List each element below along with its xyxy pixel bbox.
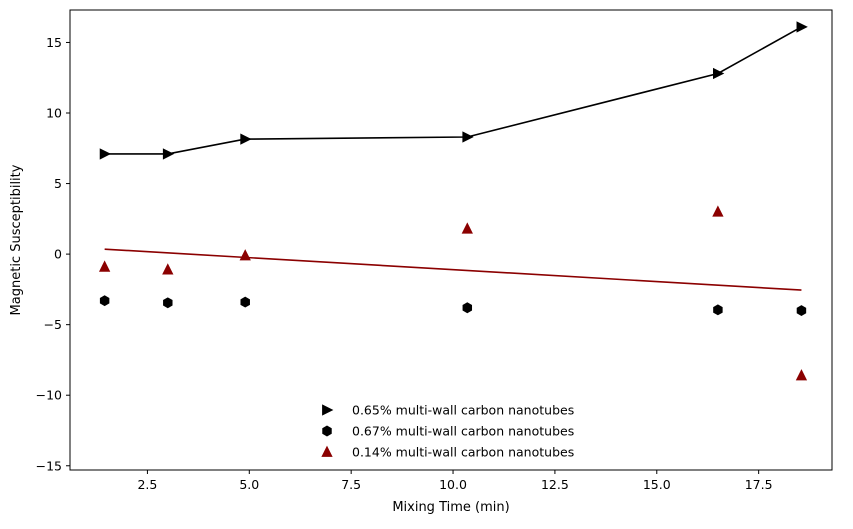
series-3: [98, 205, 808, 381]
series-2-point: [713, 304, 723, 316]
series-2-point: [99, 295, 110, 307]
series-1-point: [99, 148, 112, 160]
x-tick-label: 2.5: [137, 477, 157, 492]
series-2-point: [240, 296, 250, 308]
y-tick-label: −15: [36, 458, 62, 473]
legend-label-2: 0.67% multi-wall carbon nanotubes: [352, 424, 574, 439]
legend-label-1: 0.65% multi-wall carbon nanotubes: [352, 403, 574, 418]
series-2-point: [796, 305, 807, 317]
legend-marker-2: [322, 425, 332, 437]
series-2-point: [163, 297, 173, 309]
y-axis-ticks: −15 −10 −5 0 5 10 15: [36, 35, 70, 473]
x-tick-label: 7.5: [341, 477, 361, 492]
legend-label-3: 0.14% multi-wall carbon nanotubes: [352, 445, 574, 460]
series-1-line: [104, 26, 802, 155]
series-1-point: [162, 148, 175, 160]
series-1-point: [713, 67, 725, 80]
series-1-point: [796, 21, 808, 33]
legend: 0.65% multi-wall carbon nanotubes 0.67% m…: [321, 403, 574, 460]
series-3-point: [712, 205, 724, 217]
y-tick-label: 10: [46, 106, 62, 121]
x-axis-ticks: 2.5 5.0 7.5 10.0 12.5 15.0 17.5: [137, 470, 773, 492]
x-tick-label: 15.0: [643, 477, 671, 492]
series-2: [99, 295, 807, 317]
y-axis-label: Magnetic Susceptibility: [9, 164, 24, 315]
y-tick-label: −10: [36, 388, 62, 403]
x-tick-label: 5.0: [239, 477, 259, 492]
x-tick-label: 12.5: [541, 477, 569, 492]
series-3-point: [461, 222, 473, 234]
series-2-point: [462, 302, 473, 314]
series-3-point: [162, 263, 174, 275]
plot-content: [98, 21, 808, 381]
y-tick-label: 5: [54, 176, 62, 191]
series-3-point: [795, 369, 808, 381]
y-tick-label: 0: [54, 247, 62, 262]
series-1-point: [462, 131, 474, 143]
x-tick-label: 10.0: [439, 477, 467, 492]
x-axis-label: Mixing Time (min): [392, 500, 509, 515]
plot-frame: [69, 9, 833, 471]
legend-marker-3: [321, 445, 333, 457]
series-1: [99, 21, 808, 160]
y-tick-label: 15: [46, 35, 62, 50]
series-3-point: [98, 260, 111, 272]
trend-line: [104, 248, 802, 291]
series-1-point: [240, 133, 252, 145]
series-3-point: [239, 249, 251, 261]
x-tick-label: 17.5: [745, 477, 773, 492]
y-tick-label: −5: [44, 317, 62, 332]
legend-marker-1: [322, 404, 334, 416]
